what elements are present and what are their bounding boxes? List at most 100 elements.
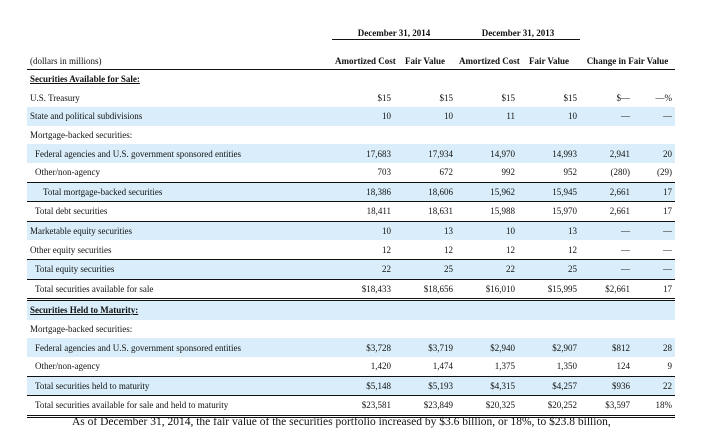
table-row: Other/non-agency 703 672 992 952 (280) (29) <box>27 163 675 182</box>
cell-value <box>332 320 394 339</box>
cell-value <box>394 70 456 89</box>
cell-value <box>332 126 394 145</box>
cell-value: 12 <box>568 244 577 255</box>
cell-value: 12 <box>382 244 391 255</box>
col-header-fair-value-2013: Fair Value <box>528 56 570 66</box>
cell-value: 10 <box>456 220 518 241</box>
cell-value <box>633 126 675 145</box>
cell-value: 17 <box>633 201 675 222</box>
cell-value: $23,581 <box>332 395 394 418</box>
cell-value: 124 <box>616 361 631 372</box>
securities-table: December 31, 2014 December 31, 2013 (dol… <box>27 27 675 418</box>
table-row: Other/non-agency 1,420 1,474 1,375 1,350 124 9 <box>27 357 675 376</box>
units-label: (dollars in millions) <box>30 56 102 66</box>
table-row: Securities Held to Maturity: <box>27 299 675 320</box>
table-row: Total securities available for sale and … <box>27 395 675 418</box>
row-label: Federal agencies and U.S. government spo… <box>27 338 332 357</box>
col-header-change-in-fair-value: Change in Fair Value <box>586 56 669 66</box>
group-header-2013: December 31, 2013 <box>456 27 580 40</box>
cell-value: $4,315 <box>456 375 518 396</box>
row-label: U.S. Treasury <box>30 92 80 103</box>
cell-value: $16,010 <box>456 278 518 302</box>
cell-value: 1,474 <box>432 361 453 372</box>
row-label: Total equity securities <box>27 258 332 280</box>
cell-value: 22 <box>633 375 675 396</box>
cell-value <box>633 299 675 320</box>
table-row: State and political subdivisions 10 10 11 10… <box>27 107 675 126</box>
col-header-amortized-cost-2014: Amortized Cost <box>335 56 396 66</box>
cell-value: 992 <box>501 167 516 178</box>
cell-value: 9 <box>667 361 673 372</box>
cell-value: 10 <box>394 107 456 126</box>
cell-value: 17 <box>633 278 675 302</box>
cell-value: — <box>580 258 633 280</box>
cell-value: 17,683 <box>332 144 394 163</box>
cell-value: $2,907 <box>518 338 580 357</box>
table-body: Securities Available for Sale: U.S. Treas… <box>27 70 675 418</box>
group-header-row: December 31, 2014 December 31, 2013 <box>27 27 675 40</box>
cell-value: — <box>633 220 675 241</box>
cell-value: — <box>621 244 630 255</box>
table-row: Total securities held to maturity $5,148 $… <box>27 375 675 396</box>
cell-value: $20,325 <box>456 395 518 418</box>
cell-value <box>580 299 633 320</box>
row-label: Mortgage-backed securities: <box>30 324 133 335</box>
cell-value: $5,148 <box>332 375 394 396</box>
cell-value: — <box>580 107 633 126</box>
table-row: Mortgage-backed securities: <box>27 320 675 339</box>
cell-value: $15 <box>377 92 392 103</box>
cell-value: $15 <box>439 92 454 103</box>
row-label: Marketable equity securities <box>27 220 332 241</box>
cell-value: $2,661 <box>580 278 633 302</box>
cell-value: — <box>663 244 672 255</box>
cell-value: 672 <box>439 167 454 178</box>
cell-value: $15 <box>501 92 516 103</box>
group-header-2014: December 31, 2014 <box>332 27 456 40</box>
cell-value <box>394 126 456 145</box>
cell-value <box>518 70 580 89</box>
cell-value <box>394 320 456 339</box>
table-row: Total securities available for sale $18,4… <box>27 278 675 302</box>
cell-value: $15,995 <box>518 278 580 302</box>
cell-value: —% <box>655 92 673 103</box>
cell-value: $23,849 <box>394 395 456 418</box>
cell-value: 18% <box>633 395 675 418</box>
cell-value <box>580 70 633 89</box>
cell-value: $18,656 <box>394 278 456 302</box>
row-label: Other equity securities <box>30 244 112 255</box>
cell-value: 12 <box>506 244 515 255</box>
cell-value: 2,941 <box>580 144 633 163</box>
cell-value: 12 <box>444 244 453 255</box>
cell-value: — <box>633 258 675 280</box>
cell-value: 20 <box>633 144 675 163</box>
cell-value <box>580 320 633 339</box>
cell-value: $3,719 <box>394 338 456 357</box>
cell-value: (29) <box>657 167 672 178</box>
table-row: Marketable equity securities 10 13 10 13— — <box>27 220 675 241</box>
cell-value: — <box>633 107 675 126</box>
cell-value <box>456 320 518 339</box>
col-header-amortized-cost-2013: Amortized Cost <box>459 56 520 66</box>
cell-value <box>518 299 580 320</box>
column-header-row: (dollars in millions) Amortized Cost Fai… <box>27 40 675 70</box>
cell-value: 17,934 <box>394 144 456 163</box>
cell-value: 22 <box>332 258 394 280</box>
cell-value: 1,350 <box>556 361 577 372</box>
cell-value <box>633 70 675 89</box>
cell-value <box>456 126 518 145</box>
cell-value: (280) <box>610 167 631 178</box>
cell-value: 15,970 <box>518 201 580 222</box>
cell-value: $4,257 <box>518 375 580 396</box>
row-label: State and political subdivisions <box>27 107 332 126</box>
cell-value: 17 <box>633 181 675 202</box>
cell-value: 952 <box>563 167 578 178</box>
row-label: Total securities available for sale and … <box>27 395 332 418</box>
cell-value: $18,433 <box>332 278 394 302</box>
cell-value: $20,252 <box>518 395 580 418</box>
cell-value <box>394 299 456 320</box>
table-row: Federal agencies and U.S. government spo… <box>27 338 675 357</box>
cell-value <box>518 320 580 339</box>
cell-value: 13 <box>518 220 580 241</box>
row-label: Securities Available for Sale: <box>30 74 140 85</box>
cell-value: $3,728 <box>332 338 394 357</box>
